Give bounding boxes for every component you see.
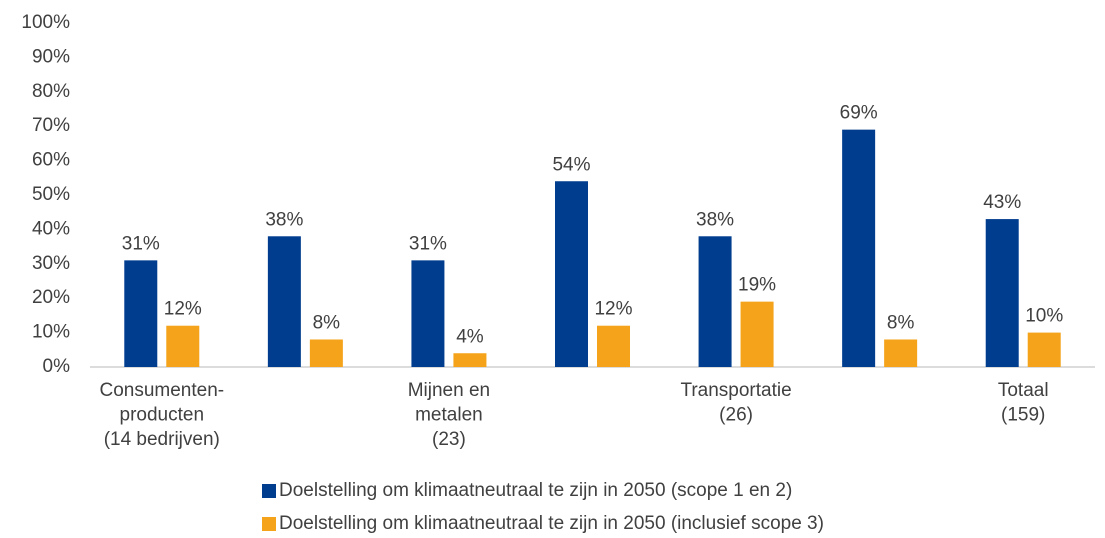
y-tick-label: 70% bbox=[32, 115, 70, 136]
legend-label: Doelstelling om klimaatneutraal te zijn … bbox=[279, 513, 824, 534]
bar bbox=[267, 236, 301, 367]
y-tick-label: 10% bbox=[32, 322, 70, 343]
y-tick-label: 90% bbox=[32, 46, 70, 67]
legend-swatch bbox=[262, 517, 276, 531]
bar bbox=[884, 339, 918, 367]
value-label: 38% bbox=[265, 209, 303, 230]
y-tick-label: 50% bbox=[32, 184, 70, 205]
bar bbox=[309, 339, 343, 367]
x-tick-label: Totaal (159) bbox=[998, 380, 1049, 426]
x-tick-label: Transportatie (26) bbox=[680, 380, 791, 426]
value-label: 38% bbox=[696, 209, 734, 230]
value-label: 43% bbox=[983, 192, 1021, 213]
bar bbox=[842, 129, 876, 367]
legend-swatch bbox=[262, 484, 276, 498]
bar bbox=[124, 260, 158, 367]
bar bbox=[985, 219, 1019, 367]
value-label: 8% bbox=[887, 312, 915, 333]
y-tick-label: 0% bbox=[43, 356, 71, 377]
bar bbox=[740, 301, 774, 367]
x-tick-label: Mijnen en metalen (23) bbox=[408, 380, 490, 450]
y-tick-label: 20% bbox=[32, 287, 70, 308]
value-label: 54% bbox=[552, 154, 590, 175]
x-tick-label: Consumenten-producten (14 bedrijven) bbox=[99, 380, 224, 450]
y-tick-label: 30% bbox=[32, 253, 70, 274]
y-tick-label: 100% bbox=[21, 12, 70, 33]
value-label: 8% bbox=[313, 312, 341, 333]
value-label: 19% bbox=[738, 275, 776, 296]
bar bbox=[555, 181, 588, 367]
legend-label: Doelstelling om klimaatneutraal te zijn … bbox=[279, 480, 792, 501]
value-label: 31% bbox=[409, 233, 447, 254]
y-tick-label: 40% bbox=[32, 218, 70, 239]
bar bbox=[166, 325, 200, 367]
bar bbox=[597, 325, 630, 367]
value-label: 31% bbox=[122, 233, 160, 254]
bar bbox=[453, 353, 487, 367]
value-label: 12% bbox=[164, 299, 202, 320]
y-tick-label: 80% bbox=[32, 81, 70, 102]
bar bbox=[1027, 332, 1061, 367]
bar bbox=[698, 236, 732, 367]
value-label: 12% bbox=[594, 299, 632, 320]
value-label: 10% bbox=[1025, 306, 1063, 327]
bar bbox=[411, 260, 445, 367]
y-tick-label: 60% bbox=[32, 150, 70, 171]
value-label: 4% bbox=[456, 326, 484, 347]
value-label: 69% bbox=[840, 103, 878, 124]
